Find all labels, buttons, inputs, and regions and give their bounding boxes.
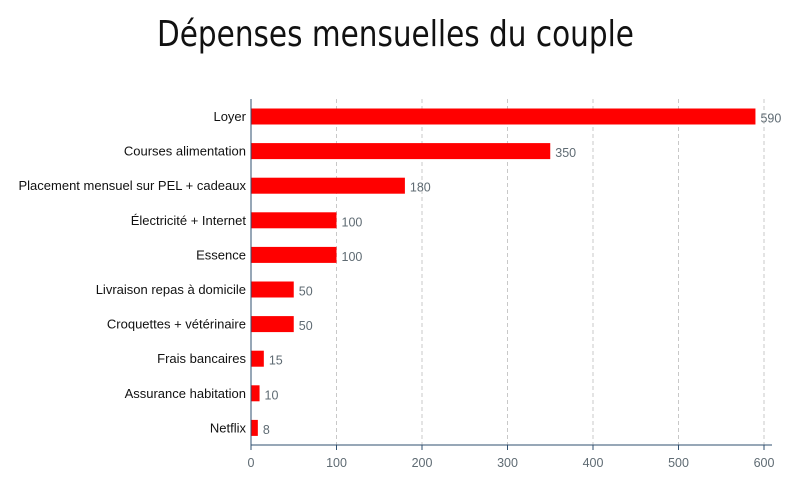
x-tick-label: 600 bbox=[754, 456, 775, 470]
labels: 0 100 200 300 400 500 600 Loyer 590 Courses alime… bbox=[18, 109, 781, 470]
bar bbox=[251, 419, 258, 436]
chart-title: Dépenses mensuelles du couple bbox=[157, 14, 634, 55]
bar bbox=[251, 281, 294, 298]
bar bbox=[251, 143, 551, 160]
value-label: 8 bbox=[263, 423, 270, 437]
category-label: Placement mensuel sur PEL + cadeaux bbox=[18, 178, 246, 193]
value-label: 15 bbox=[269, 354, 283, 368]
bars bbox=[251, 108, 756, 436]
category-label: Assurance habitation bbox=[125, 386, 246, 401]
x-tick-label: 100 bbox=[326, 456, 347, 470]
axes bbox=[250, 99, 772, 450]
bar bbox=[251, 316, 294, 333]
x-tick-label: 500 bbox=[668, 456, 689, 470]
category-label: Électricité + Internet bbox=[131, 213, 247, 228]
category-label: Croquettes + vétérinaire bbox=[107, 317, 246, 332]
bar bbox=[251, 108, 756, 125]
bar bbox=[251, 350, 264, 367]
bar bbox=[251, 177, 405, 194]
value-label: 100 bbox=[342, 215, 363, 229]
category-label: Livraison repas à domicile bbox=[96, 282, 246, 297]
category-label: Netflix bbox=[210, 420, 247, 435]
value-label: 50 bbox=[299, 319, 313, 333]
bar bbox=[251, 385, 260, 402]
x-tick-label: 0 bbox=[248, 456, 255, 470]
value-label: 180 bbox=[410, 181, 431, 195]
bar bbox=[251, 246, 337, 263]
value-label: 100 bbox=[342, 250, 363, 264]
value-label: 590 bbox=[760, 112, 781, 126]
x-tick-label: 300 bbox=[497, 456, 518, 470]
value-label: 50 bbox=[299, 285, 313, 299]
category-label: Frais bancaires bbox=[157, 351, 246, 366]
bar bbox=[251, 212, 337, 229]
x-tick-label: 200 bbox=[412, 456, 433, 470]
category-label: Loyer bbox=[213, 109, 246, 124]
category-label: Essence bbox=[196, 247, 246, 262]
value-label: 10 bbox=[265, 388, 279, 402]
x-tick-label: 400 bbox=[583, 456, 604, 470]
category-label: Courses alimentation bbox=[124, 144, 246, 159]
value-label: 350 bbox=[555, 146, 576, 160]
